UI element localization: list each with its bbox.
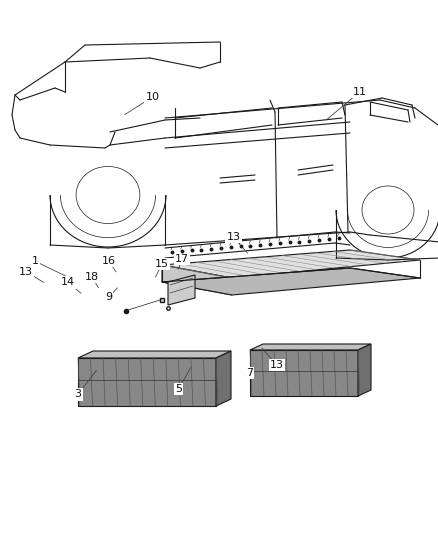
Text: 14: 14 bbox=[61, 278, 75, 287]
Polygon shape bbox=[216, 351, 231, 406]
Polygon shape bbox=[168, 275, 195, 305]
Text: 5: 5 bbox=[175, 384, 182, 394]
Polygon shape bbox=[78, 351, 231, 358]
Text: 13: 13 bbox=[270, 360, 284, 370]
Polygon shape bbox=[250, 344, 371, 350]
Text: 18: 18 bbox=[85, 272, 99, 282]
Text: 17: 17 bbox=[175, 254, 189, 263]
Polygon shape bbox=[162, 250, 420, 278]
Text: 1: 1 bbox=[32, 256, 39, 266]
Polygon shape bbox=[78, 358, 216, 406]
Polygon shape bbox=[162, 265, 232, 295]
Text: 11: 11 bbox=[353, 87, 367, 96]
Text: 13: 13 bbox=[226, 232, 240, 242]
Text: 16: 16 bbox=[102, 256, 116, 266]
Polygon shape bbox=[250, 350, 358, 396]
Text: 3: 3 bbox=[74, 390, 81, 399]
Text: 15: 15 bbox=[155, 259, 169, 269]
Text: 9: 9 bbox=[105, 293, 112, 302]
Text: 13: 13 bbox=[19, 267, 33, 277]
Text: 7: 7 bbox=[246, 368, 253, 378]
Polygon shape bbox=[358, 344, 371, 396]
Polygon shape bbox=[162, 268, 420, 295]
Text: 10: 10 bbox=[145, 92, 159, 102]
